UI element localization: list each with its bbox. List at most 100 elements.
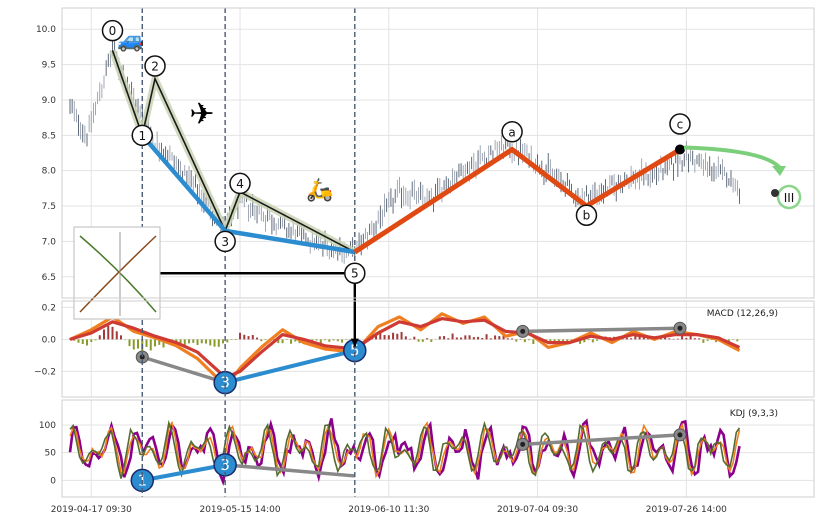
macd-hist-bar [630,338,633,340]
kdj-divergence-gray [225,463,355,478]
macd-hist-bar [328,339,331,342]
macd-hist-bar [438,336,441,340]
macd-hist-bar [115,331,118,340]
macd-hist-bar [668,338,671,340]
macd-hist-bar [120,335,123,340]
wave-label-a: a [508,125,515,139]
macd-y-tick-label: 0.0 [42,335,57,345]
macd-panel-title: MACD (12,26,9) [707,309,778,319]
macd-hist-bar [183,339,186,347]
wave-label-b: b [583,209,591,223]
macd-hist-bar [472,337,475,340]
macd-hist-bar [196,339,199,345]
macd-hist-bar [234,339,237,341]
macd-hist-bar [205,339,208,344]
macd-hist-bar [481,337,484,340]
macd-hist-bar [81,339,84,345]
macd-hist-bar [94,339,97,341]
macd-hist-bar [706,339,709,341]
macd-hist-bar [532,339,535,345]
macd-hist-bar [149,339,152,351]
car-icon: 🚙 [117,28,144,53]
macd-wave-label-3: 3 [220,374,230,392]
target-circle [776,184,802,210]
macd-hist-bar [98,335,101,340]
macd-divergence-gray [141,355,226,385]
kdj-panel-title: KDJ (9,3,3) [730,409,778,419]
wave-label-circle [131,124,154,147]
macd-hist-bar [400,331,403,340]
macd-hist-bar [281,339,284,344]
macd-divergence-dot-center [520,328,526,334]
macd-hist-bar [158,339,161,345]
macd-hist-bar [562,339,565,342]
macd-hist-bar [489,338,492,340]
macd-hist-bar [217,339,220,347]
macd-hist-bar [226,339,229,343]
macd-hist-bar [277,339,280,344]
macd-hist-bar [175,339,178,343]
macd-hist-bar [443,336,446,340]
wave-label-5: 5 [351,267,359,281]
kdj-y-tick-label: 50 [45,449,57,459]
macd-hist-bar [332,339,335,341]
macd-hist-bar [685,337,688,340]
price-y-tick-label: 9.5 [42,61,56,71]
macd-hist-bar [132,339,135,350]
macd-hist-bar [243,334,246,340]
forecast-arrow [683,145,782,170]
macd-hist-bar [188,339,191,344]
airplane-icon: ✈ [189,97,214,132]
macd-hist-bar [477,336,480,340]
macd-y-tick-label: 0.2 [42,303,56,313]
macd-hist-bar [498,336,501,340]
macd-hist-bar [676,338,679,340]
wave-label-circle [669,113,691,135]
macd-hist-bar [256,337,259,340]
macd-hist-bar [736,339,739,342]
wave-minor-line [111,50,356,253]
wave-minor-halo [109,49,357,256]
macd-hist-bar [383,335,386,340]
macd-divergence-dot-center [677,325,683,331]
x-tick-label: 2019-04-17 09:30 [51,505,132,515]
macd-series-line [69,312,741,389]
macd-hist-bar [591,339,594,343]
macd-hist-bar [409,338,412,340]
macd-hist-bar [702,339,705,343]
kdj-y-tick-label: 100 [39,421,56,431]
price-y-tick-label: 10.0 [36,25,56,35]
x-tick-label: 2019-07-04 09:30 [497,505,578,515]
macd-hist-bar [103,329,106,340]
macd-hist-bar [137,339,140,349]
macd-hist-bar [341,339,344,343]
macd-hist-bar [179,339,182,346]
macd-hist-bar [447,338,450,340]
macd-hist-bar [162,339,165,348]
wave-abc-line [353,146,682,255]
kdj-series-line [68,418,741,486]
macd-hist-bar [222,339,225,344]
macd-hist-bar [528,339,531,341]
macd-hist-bar [294,339,297,342]
panel-frame-price [61,7,815,299]
macd-series-line [69,317,741,380]
macd-hist-bar [710,339,713,341]
macd-hist-bar [587,339,590,341]
macd-hist-bar [336,339,339,342]
macd-hist-bar [396,333,399,340]
macd-hist-bar [430,339,433,342]
kdj-y-tick-label: 0 [50,476,56,486]
wave-label-1: 1 [138,129,146,143]
price-y-tick-label: 7.5 [42,202,56,212]
price-y-tick-label: 6.5 [42,273,56,283]
macd-y-tick-label: −0.2 [34,367,56,377]
macd-hist-bar [417,339,420,342]
kdj-divergence-gray-right [522,433,681,447]
x-tick-label: 2019-07-26 14:00 [646,505,727,515]
x-tick-label: 2019-06-10 11:30 [348,505,429,515]
macd-hist-bar [213,339,216,347]
macd-hist-bar [664,336,667,340]
macd-hist-bar [111,326,114,340]
